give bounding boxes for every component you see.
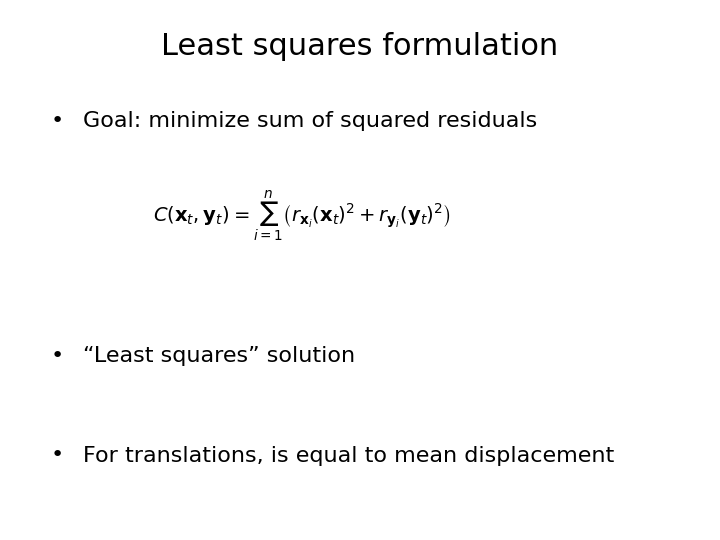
Text: •: • bbox=[50, 111, 63, 131]
Text: Least squares formulation: Least squares formulation bbox=[161, 32, 559, 62]
Text: For translations, is equal to mean displacement: For translations, is equal to mean displ… bbox=[83, 446, 614, 465]
Text: Goal: minimize sum of squared residuals: Goal: minimize sum of squared residuals bbox=[83, 111, 537, 131]
Text: •: • bbox=[50, 346, 63, 366]
Text: •: • bbox=[50, 446, 63, 465]
Text: “Least squares” solution: “Least squares” solution bbox=[83, 346, 355, 366]
Text: $C(\mathbf{x}_t, \mathbf{y}_t) = \sum_{i=1}^{n} \left( r_{\mathbf{x}_i}(\mathbf{: $C(\mathbf{x}_t, \mathbf{y}_t) = \sum_{i… bbox=[153, 188, 451, 244]
